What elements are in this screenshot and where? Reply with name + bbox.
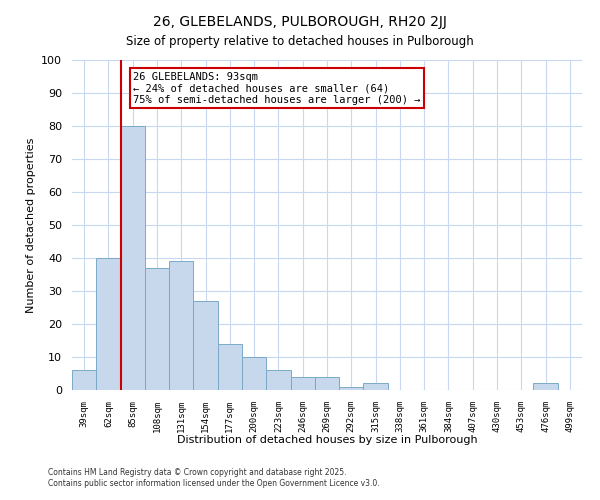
Bar xyxy=(96,258,121,390)
Bar xyxy=(315,377,339,390)
Bar xyxy=(169,262,193,390)
Bar xyxy=(339,386,364,390)
Text: Contains HM Land Registry data © Crown copyright and database right 2025.
Contai: Contains HM Land Registry data © Crown c… xyxy=(48,468,380,487)
Bar xyxy=(266,370,290,390)
Bar xyxy=(364,384,388,390)
Bar xyxy=(218,344,242,390)
X-axis label: Distribution of detached houses by size in Pulborough: Distribution of detached houses by size … xyxy=(176,435,478,445)
Bar xyxy=(121,126,145,390)
Bar xyxy=(242,357,266,390)
Bar xyxy=(193,301,218,390)
Bar xyxy=(290,377,315,390)
Text: Size of property relative to detached houses in Pulborough: Size of property relative to detached ho… xyxy=(126,35,474,48)
Text: 26 GLEBELANDS: 93sqm
← 24% of detached houses are smaller (64)
75% of semi-detac: 26 GLEBELANDS: 93sqm ← 24% of detached h… xyxy=(133,72,421,105)
Bar xyxy=(145,268,169,390)
Bar xyxy=(533,384,558,390)
Text: 26, GLEBELANDS, PULBOROUGH, RH20 2JJ: 26, GLEBELANDS, PULBOROUGH, RH20 2JJ xyxy=(153,15,447,29)
Y-axis label: Number of detached properties: Number of detached properties xyxy=(26,138,36,312)
Bar xyxy=(72,370,96,390)
